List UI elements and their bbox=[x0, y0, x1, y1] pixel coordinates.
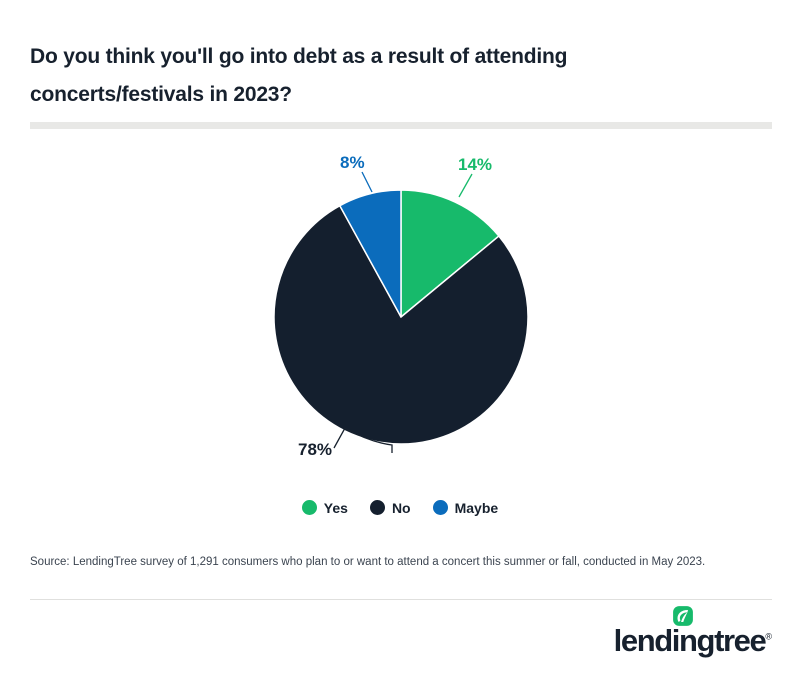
pie-value-label-no: 78% bbox=[298, 440, 332, 459]
legend-item-maybe[interactable]: Maybe bbox=[432, 499, 499, 516]
source-note: Source: LendingTree survey of 1,291 cons… bbox=[30, 556, 706, 568]
leader-line-no bbox=[333, 427, 393, 453]
lendingtree-logo: lendingtree® bbox=[613, 606, 772, 658]
page-title: Do you think you'll go into debt as a re… bbox=[30, 45, 568, 106]
legend-item-no[interactable]: No bbox=[369, 499, 411, 516]
leader-line-yes bbox=[458, 173, 473, 198]
pie-chart: 8% 14% 78% bbox=[273, 153, 529, 459]
legend-label-maybe: Maybe bbox=[454, 499, 499, 516]
leaf-icon bbox=[672, 606, 693, 626]
legend-label-yes: Yes bbox=[323, 499, 348, 516]
legend-swatch-yes bbox=[301, 500, 317, 515]
chart-legend: Yes No Maybe bbox=[0, 500, 800, 515]
legend-swatch-maybe bbox=[432, 500, 448, 515]
pie-value-label-maybe: 8% bbox=[340, 153, 365, 172]
logo-text: lendingtree bbox=[613, 623, 767, 658]
leader-line-maybe bbox=[361, 171, 373, 193]
legend-label-no: No bbox=[391, 499, 411, 516]
pie-slice-yes[interactable] bbox=[400, 189, 500, 319]
title-divider bbox=[30, 122, 772, 129]
pie-slice-maybe[interactable] bbox=[338, 189, 402, 318]
pie-chart-area: 8% 14% 78% bbox=[0, 140, 800, 480]
logo-registered-mark: ® bbox=[765, 631, 772, 642]
legend-item-yes[interactable]: Yes bbox=[301, 499, 348, 516]
legend-swatch-no bbox=[369, 500, 385, 515]
logo-wordmark-wrapper: lendingtree® bbox=[613, 606, 772, 658]
pie-value-label-yes: 14% bbox=[458, 155, 492, 174]
footer-divider bbox=[30, 599, 772, 600]
title-block: Do you think you'll go into debt as a re… bbox=[30, 38, 650, 114]
